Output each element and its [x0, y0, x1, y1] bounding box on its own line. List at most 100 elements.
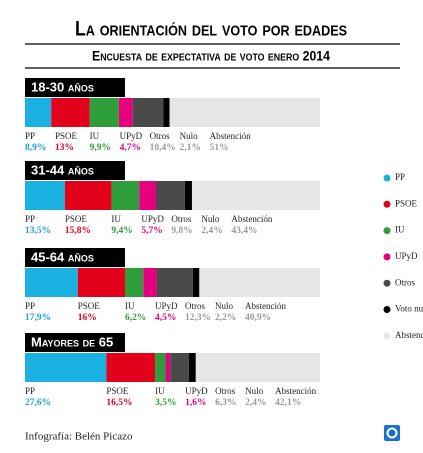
value-label: 13% — [55, 143, 74, 153]
bar-segment — [25, 181, 65, 210]
bar-segment — [163, 98, 170, 127]
bar-segment — [192, 268, 200, 297]
value-label: 16% — [78, 313, 97, 323]
bar-segment — [118, 98, 133, 127]
segment-name: UPyD — [185, 386, 208, 396]
segment-name: PSOE — [65, 214, 88, 224]
legend-label: UPyD — [395, 251, 418, 261]
value-label: 4,7% — [120, 143, 141, 153]
value-label: 42,1% — [275, 398, 301, 408]
value-label: 5,7% — [141, 226, 162, 236]
value-label: 9,4% — [111, 226, 132, 236]
value-label: 1,6% — [185, 398, 206, 408]
segment-name: Otros — [171, 214, 191, 224]
segment-name: UPyD — [141, 214, 164, 224]
legend-label: PP — [395, 172, 405, 182]
bar-segment — [132, 98, 164, 127]
value-label: 6,2% — [125, 313, 146, 323]
credit: Infografía: Belén Picazo — [25, 431, 133, 443]
segment-name: Nulo — [201, 214, 220, 224]
bar-segment — [125, 268, 144, 297]
bar-segment — [51, 98, 90, 127]
bar-segment — [199, 268, 320, 297]
group-header-bg — [25, 78, 125, 97]
value-label: 40,9% — [245, 313, 271, 323]
value-label: 8,9% — [25, 143, 46, 153]
legend-label: Otros — [395, 277, 415, 287]
legend-label: IU — [395, 225, 405, 235]
value-label: 9,8% — [171, 226, 192, 236]
bar-segment — [188, 353, 196, 382]
bar-segment — [25, 98, 52, 127]
segment-name: PSOE — [78, 301, 101, 311]
segment-name: Nulo — [180, 131, 199, 141]
bar-segment — [184, 181, 192, 210]
segment-name: Abstención — [275, 386, 316, 396]
value-label: 12,3% — [185, 313, 211, 323]
value-label: 4,5% — [155, 313, 176, 323]
bar-segment — [139, 181, 156, 210]
bar-segment — [25, 353, 107, 382]
segment-name: IU — [90, 131, 100, 141]
value-label: 2,2% — [215, 313, 236, 323]
bar-segment — [111, 181, 140, 210]
legend-swatch — [383, 200, 391, 208]
segment-name: PP — [25, 131, 35, 141]
value-label: 43,4% — [231, 226, 257, 236]
bar-segment — [155, 181, 185, 210]
bar-segment — [64, 181, 112, 210]
segment-name: Nulo — [215, 301, 234, 311]
chart-subtitle: Encuesta de expectativa de voto enero 20… — [92, 48, 330, 64]
value-label: 51% — [210, 143, 229, 153]
value-label: 2,1% — [180, 143, 201, 153]
segment-name: IU — [125, 301, 135, 311]
segment-name: PSOE — [106, 386, 129, 396]
group-header-bg — [25, 161, 125, 180]
bar-segment — [77, 268, 126, 297]
segment-name: PP — [25, 301, 35, 311]
value-label: 27,6% — [25, 398, 51, 408]
bar-segment — [155, 353, 166, 382]
legend-label: PSOE — [395, 198, 418, 208]
value-label: 16,5% — [106, 398, 132, 408]
group-header: Mayores de 65 — [31, 334, 113, 349]
group-header: 45-64 años — [31, 249, 94, 264]
segment-name: UPyD — [120, 131, 143, 141]
group-header: 31-44 años — [31, 162, 94, 177]
segment-name: Nulo — [245, 386, 264, 396]
bar-segment — [143, 268, 157, 297]
chart-title: La orientación del voto por edades — [75, 18, 347, 41]
bar-segment — [195, 353, 320, 382]
bar-segment — [191, 181, 320, 210]
bar-segment — [106, 353, 156, 382]
legend-swatch — [383, 332, 391, 340]
segment-name: Abstención — [245, 301, 286, 311]
group-header-bg — [25, 248, 125, 267]
value-label: 6,3% — [215, 398, 236, 408]
segment-name: Abstención — [210, 131, 251, 141]
bar-segment — [89, 98, 119, 127]
legend-swatch — [383, 227, 391, 235]
segment-name: PP — [25, 386, 35, 396]
bar-segment — [170, 353, 189, 382]
segment-name: PP — [25, 214, 35, 224]
bar-segment — [156, 268, 193, 297]
segment-name: Otros — [215, 386, 235, 396]
segment-name: IU — [155, 386, 165, 396]
segment-name: Abstención — [231, 214, 272, 224]
segment-name: UPyD — [155, 301, 178, 311]
value-label: 2,4% — [245, 398, 266, 408]
group-header: 18-30 años — [31, 79, 94, 94]
legend-label: Voto nulo — [395, 304, 423, 314]
group-header-bg — [25, 333, 125, 352]
bar-segment — [25, 268, 78, 297]
legend-swatch — [383, 174, 391, 182]
legend-swatch — [383, 279, 391, 287]
value-label: 13,5% — [25, 226, 51, 236]
value-label: 10,4% — [150, 143, 176, 153]
legend-label: Abstención — [395, 330, 423, 340]
value-label: 15,8% — [65, 226, 91, 236]
segment-name: IU — [111, 214, 121, 224]
bar-segment — [169, 98, 320, 127]
